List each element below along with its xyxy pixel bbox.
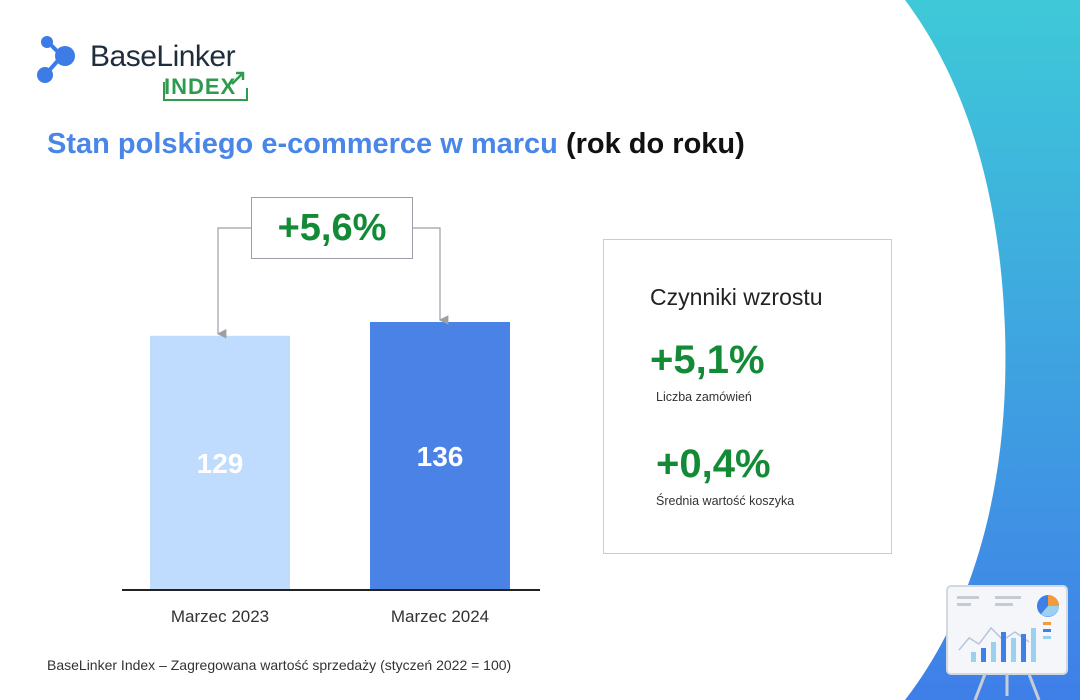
title-main: Stan polskiego e-commerce w marcu [47,128,558,160]
orders-growth-value: +5,1% [650,338,765,382]
category-label-2: Marzec 2024 [391,607,489,626]
brand-name: BaseLinker [90,40,236,73]
index-bracket-icon [163,71,248,101]
basket-growth-value: +0,4% [656,442,771,486]
presentation-board-icon [946,585,1068,700]
orders-growth-label: Liczba zamówień [656,390,752,404]
brand-sub: INDEX [164,74,237,99]
data-label-1: 129 [197,448,244,479]
connector-arrow-left [216,227,251,339]
basket-growth-label: Średnia wartość koszyka [656,494,795,508]
category-label-1: Marzec 2023 [171,607,269,626]
logo-molecule-icon [37,36,75,83]
connector-arrow-right [411,227,449,325]
growth-annotation: +5,6% [251,197,413,259]
brand-logo: BaseLinker INDEX [36,34,266,106]
footnote: BaseLinker Index – Zagregowana wartość s… [47,657,512,673]
title-suffix: (rok do roku) [565,128,745,160]
data-label-2: 136 [417,441,464,472]
growth-factors-panel: Czynniki wzrostu +5,1% Liczba zamówień +… [603,239,892,554]
page-title: Stan polskiego e-commerce w marcu (rok d… [47,128,745,161]
bar-2 [370,322,510,590]
bar-1 [150,335,290,590]
factors-title: Czynniki wzrostu [650,284,823,310]
